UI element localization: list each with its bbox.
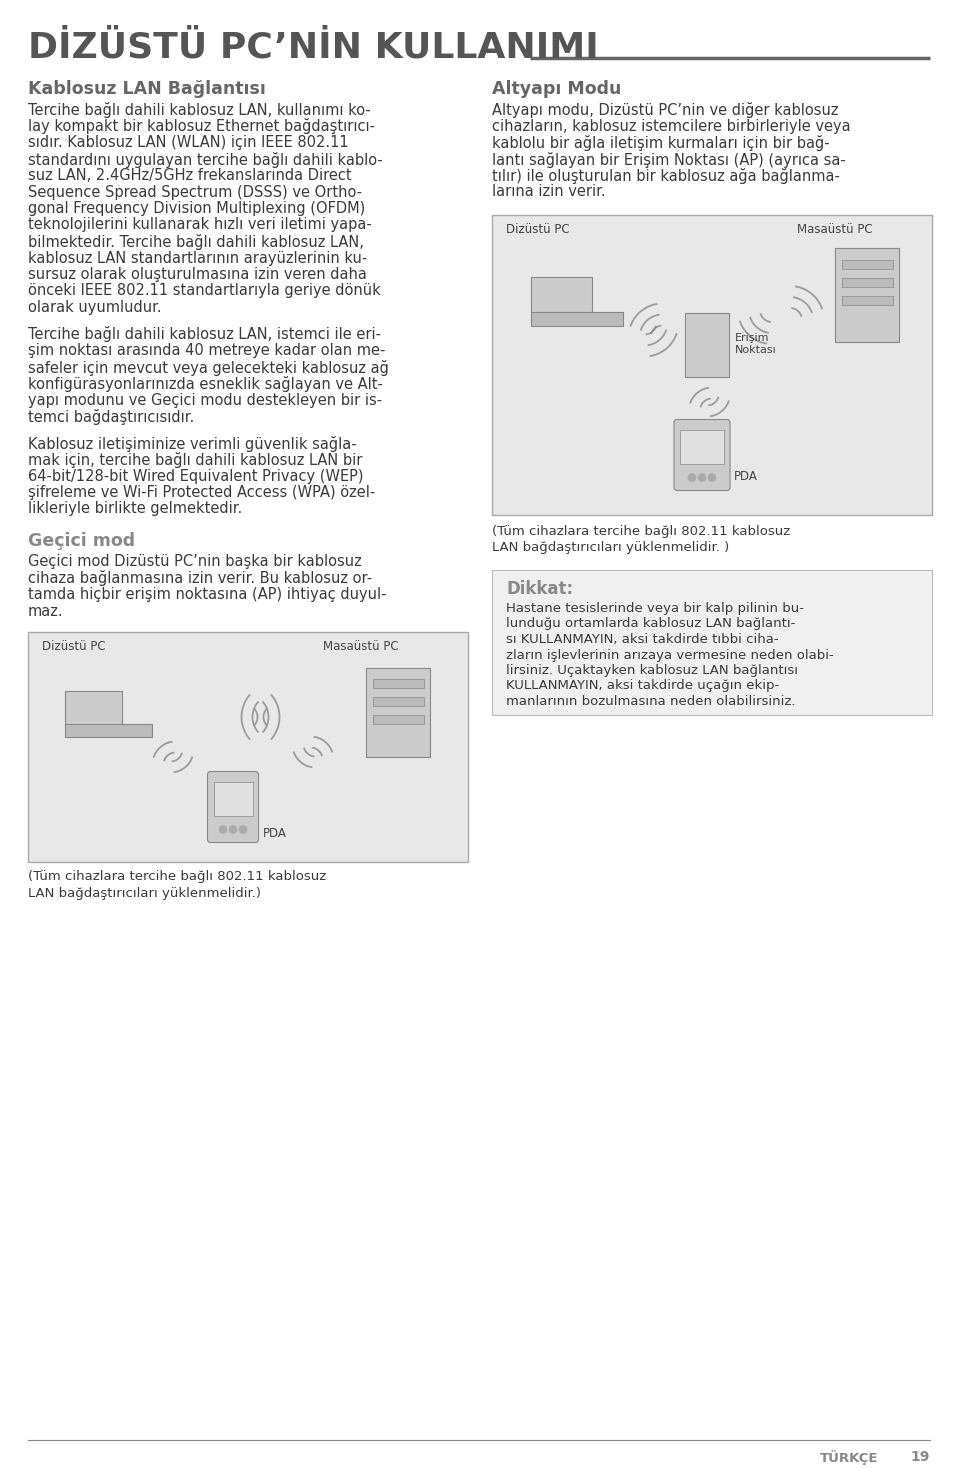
- FancyBboxPatch shape: [835, 248, 899, 342]
- Text: olarak uyumludur.: olarak uyumludur.: [28, 299, 161, 316]
- FancyBboxPatch shape: [842, 295, 893, 304]
- Text: Sequence Spread Spectrum (DSSS) ve Ortho-: Sequence Spread Spectrum (DSSS) ve Ortho…: [28, 185, 362, 200]
- Text: safeler için mevcut veya gelecekteki kablosuz ağ: safeler için mevcut veya gelecekteki kab…: [28, 360, 389, 376]
- Text: Erişim
Noktası: Erişim Noktası: [735, 333, 777, 355]
- Circle shape: [698, 474, 706, 482]
- Text: 64-bit/128-bit Wired Equivalent Privacy (WEP): 64-bit/128-bit Wired Equivalent Privacy …: [28, 468, 364, 483]
- Text: tamda hiçbir erişim noktasına (AP) ihtiyaç duyul-: tamda hiçbir erişim noktasına (AP) ihtiy…: [28, 587, 387, 602]
- Circle shape: [708, 474, 716, 482]
- Text: Masaüstü PC: Masaüstü PC: [797, 223, 873, 236]
- Text: Geçici mod Dizüstü PC’nin başka bir kablosuz: Geçici mod Dizüstü PC’nin başka bir kabl…: [28, 553, 362, 570]
- Text: (Tüm cihazlara tercihe bağlı 802.11 kablosuz: (Tüm cihazlara tercihe bağlı 802.11 kabl…: [492, 526, 790, 537]
- Text: Altyapı Modu: Altyapı Modu: [492, 79, 621, 98]
- Text: maz.: maz.: [28, 603, 63, 618]
- Text: önceki IEEE 802.11 standartlarıyla geriye dönük: önceki IEEE 802.11 standartlarıyla geriy…: [28, 283, 381, 298]
- FancyBboxPatch shape: [842, 277, 893, 286]
- Text: larına izin verir.: larına izin verir.: [492, 185, 606, 200]
- FancyBboxPatch shape: [64, 691, 122, 727]
- Text: Tercihe bağlı dahili kablosuz LAN, istemci ile eri-: Tercihe bağlı dahili kablosuz LAN, istem…: [28, 326, 381, 342]
- Text: sı KULLANMAYIN, aksi takdirde tıbbi ciha-: sı KULLANMAYIN, aksi takdirde tıbbi ciha…: [506, 633, 779, 646]
- Text: PDA: PDA: [734, 470, 757, 483]
- FancyBboxPatch shape: [492, 214, 932, 515]
- Text: Hastane tesislerinde veya bir kalp pilinin bu-: Hastane tesislerinde veya bir kalp pilin…: [506, 602, 804, 615]
- FancyBboxPatch shape: [492, 570, 932, 715]
- Text: Altyapı modu, Dizüstü PC’nin ve diğer kablosuz: Altyapı modu, Dizüstü PC’nin ve diğer ka…: [492, 101, 838, 117]
- Text: konfigürasyonlarınızda esneklik sağlayan ve Alt-: konfigürasyonlarınızda esneklik sağlayan…: [28, 376, 383, 392]
- Text: zların işlevlerinin arızaya vermesine neden olabi-: zların işlevlerinin arızaya vermesine ne…: [506, 649, 833, 662]
- Text: KULLANMAYIN, aksi takdirde uçağın ekip-: KULLANMAYIN, aksi takdirde uçağın ekip-: [506, 680, 780, 693]
- Text: sıdır. Kablosuz LAN (WLAN) için IEEE 802.11: sıdır. Kablosuz LAN (WLAN) için IEEE 802…: [28, 135, 348, 150]
- FancyBboxPatch shape: [842, 260, 893, 269]
- Text: PDA: PDA: [263, 826, 287, 840]
- FancyBboxPatch shape: [685, 313, 729, 377]
- Text: yapı modunu ve Geçici modu destekleyen bir is-: yapı modunu ve Geçici modu destekleyen b…: [28, 392, 382, 408]
- Text: standardını uygulayan tercihe bağlı dahili kablo-: standardını uygulayan tercihe bağlı dahi…: [28, 151, 383, 167]
- FancyBboxPatch shape: [674, 420, 730, 490]
- FancyBboxPatch shape: [372, 715, 423, 724]
- FancyBboxPatch shape: [28, 633, 468, 862]
- Text: mak için, tercihe bağlı dahili kablosuz LAN bir: mak için, tercihe bağlı dahili kablosuz …: [28, 452, 362, 468]
- FancyBboxPatch shape: [531, 313, 623, 326]
- Text: bilmektedir. Tercihe bağlı dahili kablosuz LAN,: bilmektedir. Tercihe bağlı dahili kablos…: [28, 233, 364, 250]
- Text: DİZÜSTÜ PC’NİN KULLANIMI: DİZÜSTÜ PC’NİN KULLANIMI: [28, 29, 599, 65]
- Text: kablolu bir ağla iletişim kurmaları için bir bağ-: kablolu bir ağla iletişim kurmaları için…: [492, 135, 829, 151]
- Text: tılır) ile oluşturulan bir kablosuz ağa bağlanma-: tılır) ile oluşturulan bir kablosuz ağa …: [492, 167, 840, 184]
- Text: lunduğu ortamlarda kablosuz LAN bağlantı-: lunduğu ortamlarda kablosuz LAN bağlantı…: [506, 618, 796, 630]
- Text: sursuz olarak oluşturulmasına izin veren daha: sursuz olarak oluşturulmasına izin veren…: [28, 267, 367, 282]
- Text: 19: 19: [910, 1450, 929, 1464]
- FancyBboxPatch shape: [372, 680, 423, 688]
- Text: lirsiniz. Uçaktayken kablosuz LAN bağlantısı: lirsiniz. Uçaktayken kablosuz LAN bağlan…: [506, 664, 798, 677]
- Text: Dikkat:: Dikkat:: [506, 580, 573, 597]
- Text: lantı sağlayan bir Erişim Noktası (AP) (ayrıca sa-: lantı sağlayan bir Erişim Noktası (AP) (…: [492, 151, 846, 167]
- Circle shape: [239, 825, 247, 834]
- Text: manlarının bozulmasına neden olabilirsiniz.: manlarının bozulmasına neden olabilirsin…: [506, 694, 796, 708]
- Text: teknolojilerini kullanarak hızlı veri iletimi yapa-: teknolojilerini kullanarak hızlı veri il…: [28, 217, 372, 232]
- FancyBboxPatch shape: [372, 697, 423, 706]
- Text: Dizüstü PC: Dizüstü PC: [506, 223, 569, 236]
- Text: LAN bağdaştırıcıları yüklenmelidir. ): LAN bağdaştırıcıları yüklenmelidir. ): [492, 542, 730, 555]
- FancyBboxPatch shape: [213, 781, 252, 816]
- Text: kablosuz LAN standartlarının arayüzlerinin ku-: kablosuz LAN standartlarının arayüzlerin…: [28, 251, 368, 266]
- Text: şim noktası arasında 40 metreye kadar olan me-: şim noktası arasında 40 metreye kadar ol…: [28, 344, 385, 358]
- Text: Tercihe bağlı dahili kablosuz LAN, kullanımı ko-: Tercihe bağlı dahili kablosuz LAN, kulla…: [28, 101, 371, 117]
- Text: (Tüm cihazlara tercihe bağlı 802.11 kablosuz: (Tüm cihazlara tercihe bağlı 802.11 kabl…: [28, 871, 326, 882]
- Text: Kablosuz iletişiminize verimli güvenlik sağla-: Kablosuz iletişiminize verimli güvenlik …: [28, 436, 356, 452]
- Text: cihazların, kablosuz istemcilere birbirleriyle veya: cihazların, kablosuz istemcilere birbirl…: [492, 119, 851, 134]
- Text: şifreleme ve Wi-Fi Protected Access (WPA) özel-: şifreleme ve Wi-Fi Protected Access (WPA…: [28, 484, 375, 501]
- Circle shape: [229, 825, 237, 834]
- FancyBboxPatch shape: [64, 724, 152, 737]
- Text: suz LAN, 2.4GHz/5GHz frekanslarında Direct: suz LAN, 2.4GHz/5GHz frekanslarında Dire…: [28, 167, 351, 184]
- FancyBboxPatch shape: [366, 668, 430, 756]
- Circle shape: [688, 474, 696, 482]
- Text: likleriyle birlikte gelmektedir.: likleriyle birlikte gelmektedir.: [28, 502, 242, 517]
- FancyBboxPatch shape: [531, 276, 591, 314]
- FancyBboxPatch shape: [207, 772, 258, 843]
- Text: Kablosuz LAN Bağlantısı: Kablosuz LAN Bağlantısı: [28, 79, 266, 98]
- Text: TÜRKÇE: TÜRKÇE: [820, 1450, 878, 1465]
- Circle shape: [219, 825, 227, 834]
- Text: Geçici mod: Geçici mod: [28, 531, 135, 550]
- Text: LAN bağdaştırıcıları yüklenmelidir.): LAN bağdaştırıcıları yüklenmelidir.): [28, 887, 261, 900]
- FancyBboxPatch shape: [680, 430, 724, 464]
- Text: gonal Frequency Division Multiplexing (OFDM): gonal Frequency Division Multiplexing (O…: [28, 201, 365, 216]
- Text: lay kompakt bir kablosuz Ethernet bağdaştırıcı-: lay kompakt bir kablosuz Ethernet bağdaş…: [28, 119, 375, 135]
- Text: cihaza bağlanmasına izin verir. Bu kablosuz or-: cihaza bağlanmasına izin verir. Bu kablo…: [28, 571, 372, 587]
- Text: Masaüstü PC: Masaüstü PC: [323, 640, 398, 653]
- Text: temci bağdaştırıcısıdır.: temci bağdaştırıcısıdır.: [28, 410, 194, 426]
- Text: Dizüstü PC: Dizüstü PC: [42, 640, 106, 653]
